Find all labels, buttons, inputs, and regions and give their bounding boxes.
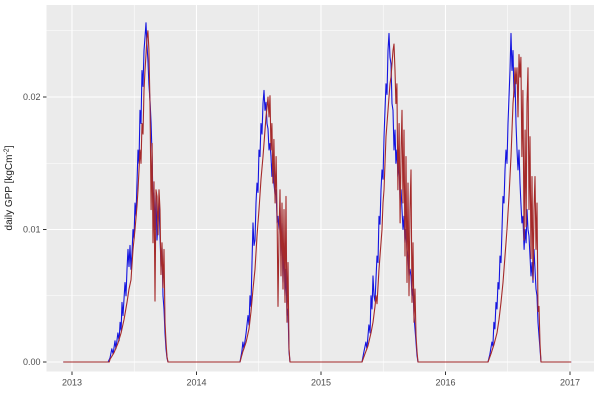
y-tick-label: 0.02 — [23, 92, 41, 102]
x-tick-label: 2015 — [311, 378, 331, 388]
gpp-series-line-observed-gpp-darkred — [63, 30, 572, 363]
major-gridlines — [46, 5, 594, 372]
y-axis-title-close-bracket: ] — [4, 145, 15, 148]
x-tick-label: 2016 — [435, 378, 455, 388]
y-tick-label: 0.01 — [23, 225, 41, 235]
y-tick-label: 0.00 — [23, 357, 41, 367]
x-tick-label: 2013 — [62, 378, 82, 388]
y-axis-title-superscript: -2 — [4, 148, 11, 154]
minor-gridlines — [46, 5, 594, 372]
x-tick-label: 2017 — [560, 378, 580, 388]
y-axis-title: daily GPP [kgCm-2] — [4, 145, 16, 230]
data-series — [63, 22, 572, 363]
axis-tick-marks — [43, 96, 571, 375]
x-tick-label: 2014 — [186, 378, 206, 388]
y-axis-tick-labels: 0.00 0.01 0.02 — [23, 92, 41, 367]
x-axis-tick-labels: 2013 2014 2015 2016 2017 — [62, 378, 580, 388]
y-axis-title-main: daily GPP [kgCm — [4, 155, 15, 231]
